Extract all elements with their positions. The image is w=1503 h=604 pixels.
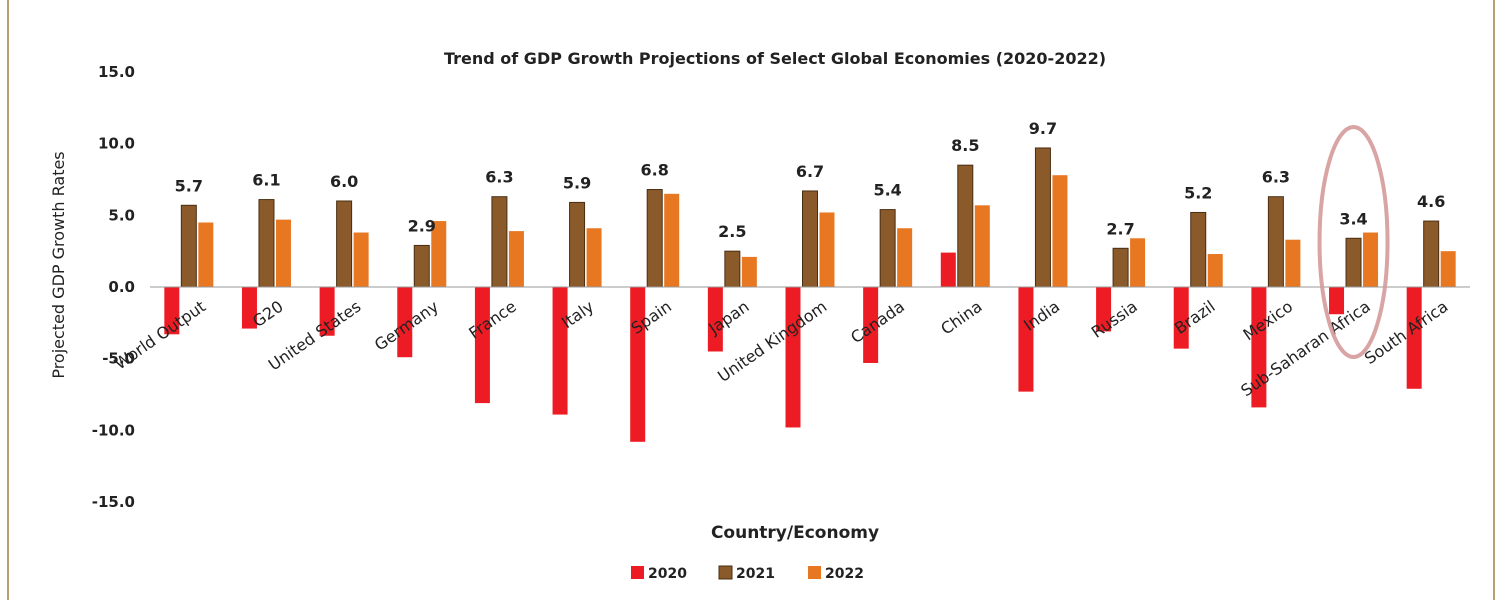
category-label-mexico: Mexico <box>1240 297 1297 345</box>
bar-2022-g20 <box>275 219 291 287</box>
y-tick-label: -10.0 <box>92 421 135 439</box>
bar-2020-g20 <box>241 287 257 329</box>
x-axis-label: Country/Economy <box>711 523 879 543</box>
y-axis-ticks: 15.0 10.0 5.0 0.0 -5.0 -10.0 -15.0 <box>92 63 135 511</box>
bar-2022-united-states <box>353 232 369 287</box>
data-label-spain: 6.8 <box>641 161 669 180</box>
bar-2020-sub-saharan-africa <box>1329 287 1345 315</box>
data-label-italy: 5.9 <box>563 173 591 192</box>
bar-2021-canada <box>879 209 896 288</box>
bar-2020-spain <box>630 287 646 442</box>
bar-2022-spain <box>664 193 680 287</box>
category-label-china: China <box>937 297 985 339</box>
bar-2021-china <box>957 164 974 288</box>
bar-2021-india <box>1034 147 1051 288</box>
bar-2021-italy <box>569 201 586 288</box>
bar-2021-japan <box>724 250 741 288</box>
legend-label-2022: 2022 <box>825 566 864 582</box>
data-label-brazil: 5.2 <box>1184 183 1212 202</box>
bar-2021-spain <box>646 189 663 288</box>
data-label-india: 9.7 <box>1029 119 1057 138</box>
legend-label-2021: 2021 <box>736 566 775 582</box>
bar-2020-mexico <box>1251 287 1267 408</box>
y-tick-label: 0.0 <box>108 278 135 296</box>
bar-2022-mexico <box>1285 239 1301 287</box>
data-label-south-africa: 4.6 <box>1417 192 1445 211</box>
bar-2021-world-output <box>180 204 197 288</box>
data-label-russia: 2.7 <box>1106 219 1134 238</box>
legend-swatch-2022 <box>808 566 821 579</box>
bar-2022-india <box>1052 175 1068 287</box>
legend-swatch-2021 <box>718 565 733 580</box>
y-tick-label: 15.0 <box>98 63 135 81</box>
bar-2022-world-output <box>198 222 214 287</box>
bar-2021-france <box>491 196 508 288</box>
bar-2021-mexico <box>1267 196 1284 288</box>
bar-2020-canada <box>863 287 879 363</box>
y-tick-label: 5.0 <box>108 206 135 224</box>
bar-2022-south-africa <box>1440 251 1456 287</box>
y-axis-label: Projected GDP Growth Rates <box>49 151 68 378</box>
chart-bars <box>164 147 1456 442</box>
chart-title: Trend of GDP Growth Projections of Selec… <box>444 49 1106 68</box>
data-label-world-output: 5.7 <box>175 176 203 195</box>
category-label-france: France <box>465 297 519 343</box>
bar-2020-italy <box>552 287 568 415</box>
bar-2022-sub-saharan-africa <box>1363 232 1379 287</box>
category-label-world-output: World Output <box>111 297 209 374</box>
data-label-united-states: 6.0 <box>330 172 358 191</box>
legend-label-2020: 2020 <box>648 566 687 582</box>
bar-2021-south-africa <box>1423 220 1440 288</box>
bar-2022-germany <box>431 221 447 287</box>
bar-2020-china <box>940 252 956 287</box>
y-tick-label: -15.0 <box>92 493 135 511</box>
y-tick-label: -5.0 <box>102 350 135 368</box>
bar-2021-brazil <box>1190 211 1207 288</box>
bar-2022-france <box>508 231 524 287</box>
legend-swatch-2020 <box>631 566 644 579</box>
bar-2022-japan <box>741 256 757 287</box>
chart-legend: 2020 2021 2022 <box>631 565 864 582</box>
bar-2021-sub-saharan-africa <box>1345 237 1362 288</box>
data-label-canada: 5.4 <box>873 181 901 200</box>
category-label-russia: Russia <box>1088 297 1141 342</box>
data-label-g20: 6.1 <box>252 171 280 190</box>
bar-2022-china <box>974 205 990 287</box>
data-label-sub-saharan-africa: 3.4 <box>1339 209 1367 228</box>
bar-2020-brazil <box>1173 287 1189 349</box>
bar-2021-united-states <box>336 200 353 288</box>
data-label-japan: 2.5 <box>718 222 746 241</box>
bar-2020-world-output <box>164 287 180 335</box>
bar-2022-united-kingdom <box>819 212 835 287</box>
bar-2020-united-states <box>319 287 335 336</box>
bar-2020-japan <box>707 287 723 352</box>
bar-2020-germany <box>397 287 413 358</box>
data-label-france: 6.3 <box>485 168 513 187</box>
data-label-germany: 2.9 <box>408 216 436 235</box>
bar-2021-g20 <box>258 199 275 288</box>
bar-2020-russia <box>1096 287 1112 332</box>
bar-2020-south-africa <box>1406 287 1422 389</box>
bar-2022-brazil <box>1207 254 1223 287</box>
data-label-united-kingdom: 6.7 <box>796 162 824 181</box>
y-tick-label: 10.0 <box>98 135 135 153</box>
data-labels: 5.7 6.1 6.0 2.9 6.3 5.9 6.8 2.5 6.7 5.4 8.5 9.7 2.7 5… <box>175 119 1446 241</box>
highlight-ellipse <box>1317 125 1390 359</box>
data-label-china: 8.5 <box>951 136 979 155</box>
bar-2021-germany <box>413 244 430 288</box>
bar-2022-russia <box>1130 238 1146 287</box>
bar-2022-italy <box>586 228 602 287</box>
bar-2022-canada <box>897 228 913 287</box>
data-label-mexico: 6.3 <box>1262 168 1290 187</box>
bar-2020-united-kingdom <box>785 287 801 428</box>
bar-2021-united-kingdom <box>802 190 818 288</box>
bar-2020-india <box>1018 287 1034 392</box>
bar-2020-france <box>474 287 490 404</box>
bar-2021-russia <box>1112 247 1129 288</box>
